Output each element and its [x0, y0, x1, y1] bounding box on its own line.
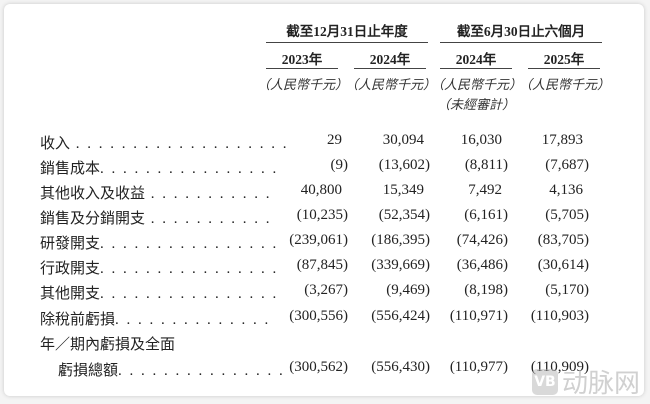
table-row: 收入 . . . . . . . . . . . . . . . . . . .… [4, 132, 644, 154]
leader-dots: . . . . . . . . . . . . . . . . [100, 236, 279, 252]
leader-dots: . . . . . . . . . . . . . . . [118, 363, 285, 379]
value-2024: (556,430) [371, 359, 430, 375]
value-2023: (10,235) [296, 207, 348, 223]
value-2025-h1: (7,687) [545, 157, 589, 173]
value-2024: (339,669) [371, 257, 430, 273]
watermark: VB 动脉网 [531, 363, 640, 400]
value-2025-h1: (83,705) [537, 232, 589, 248]
leader-dots: . . . . . . . . . . . . . . . . [100, 261, 279, 277]
value-2023: (239,061) [289, 232, 348, 248]
value-2024-h1: (8,198) [464, 282, 508, 298]
row-label: 銷售成本 [40, 161, 101, 177]
year-header-2024: 2024年 [354, 48, 426, 69]
value-2023: 40,800 [300, 182, 342, 198]
unaudited-label: （未經審計） [436, 97, 515, 112]
unit-label: （人民幣千元） [257, 77, 349, 92]
value-2024-h1: (110,971) [449, 308, 508, 324]
table-row-total-comprehensive-loss-title: 年／期內虧損及全面 [4, 333, 644, 355]
value-2024-h1: (6,161) [464, 207, 508, 223]
value-2025-h1: (110,909) [530, 359, 589, 375]
value-2025-h1: 4,136 [549, 182, 583, 198]
header-group-fiscal-year: 截至12月31日止年度 [266, 20, 428, 43]
row-label: 研發開支 [40, 236, 101, 252]
unit-label: （人民幣千元） [519, 77, 611, 92]
value-2023: (300,562) [289, 359, 348, 375]
value-2024-h1: 16,030 [460, 132, 502, 148]
value-2023: (87,845) [296, 257, 348, 273]
table-row: 銷售及分銷開支 . . . . . . . . . . . (10,235) (52… [4, 207, 644, 229]
value-2024: (9,469) [386, 282, 430, 298]
year-header-2024-h1: 2024年 [440, 48, 512, 69]
value-2025-h1: (30,614) [537, 257, 589, 273]
table-row: 研發開支. . . . . . . . . . . . . . . . (239,… [4, 232, 644, 254]
value-2024: 30,094 [382, 132, 424, 148]
value-2024: (186,395) [371, 232, 430, 248]
value-2024: (13,602) [378, 157, 430, 173]
value-2024: 15,349 [382, 182, 424, 198]
row-label: 其他收入及收益 [40, 186, 146, 202]
value-2024-h1: 7,492 [468, 182, 502, 198]
value-2023: 29 [327, 132, 342, 148]
value-2025-h1: (5,170) [545, 282, 589, 298]
row-label: 虧損總額 [58, 363, 119, 379]
value-2024-h1: (74,426) [456, 232, 508, 248]
leader-dots: . . . . . . . . . . . [145, 186, 272, 202]
table-row-total-comprehensive-loss: 虧損總額. . . . . . . . . . . . . . . (300,5… [4, 359, 644, 381]
value-2023: (9) [330, 157, 349, 173]
leader-dots: . . . . . . . . . . . . . . . . . . . [70, 136, 289, 152]
table-row: 銷售成本. . . . . . . . . . . . . . . . (9) (1… [4, 157, 644, 179]
table-row: 其他收入及收益 . . . . . . . . . . . 40,800 15,34… [4, 182, 644, 204]
unit-label: （人民幣千元） [345, 77, 437, 92]
leader-dots: . . . . . . . . . . . . . . [115, 312, 271, 328]
row-label: 銷售及分銷開支 [40, 211, 146, 227]
year-header-2023: 2023年 [266, 48, 338, 69]
table-row: 除稅前虧損. . . . . . . . . . . . . . (300,556… [4, 308, 644, 330]
value-2024-h1: (110,977) [449, 359, 508, 375]
value-2024-h1: (8,811) [464, 157, 508, 173]
value-2023: (300,556) [289, 308, 348, 324]
value-2025-h1: (110,903) [530, 308, 589, 324]
unit-label: （人民幣千元） [431, 77, 523, 92]
value-2024: (556,424) [371, 308, 430, 324]
watermark-logo-icon: VB [531, 368, 558, 395]
row-label: 年／期內虧損及全面 [40, 337, 176, 353]
financial-table-card: 截至12月31日止年度 截至6月30日止六個月 2023年 2024年 2024… [4, 4, 644, 396]
value-2023: (3,267) [304, 282, 348, 298]
leader-dots: . . . . . . . . . . . . . . . . [100, 286, 279, 302]
table-row: 行政開支. . . . . . . . . . . . . . . . (87,8… [4, 257, 644, 279]
value-2024: (52,354) [378, 207, 430, 223]
row-label: 收入 [40, 136, 71, 152]
watermark-text: 动脉网 [561, 369, 640, 399]
row-label: 其他開支 [40, 286, 101, 302]
leader-dots: . . . . . . . . . . . . . . . . [100, 161, 279, 177]
table-row: 其他開支. . . . . . . . . . . . . . . . (3,26… [4, 282, 644, 304]
value-2025-h1: 17,893 [541, 132, 583, 148]
value-2024-h1: (36,486) [456, 257, 508, 273]
row-label: 除稅前虧損 [40, 312, 116, 328]
leader-dots: . . . . . . . . . . . [145, 211, 272, 227]
row-label: 行政開支 [40, 261, 101, 277]
value-2025-h1: (5,705) [545, 207, 589, 223]
year-header-2025-h1: 2025年 [528, 48, 600, 69]
header-group-six-months: 截至6月30日止六個月 [440, 20, 602, 43]
